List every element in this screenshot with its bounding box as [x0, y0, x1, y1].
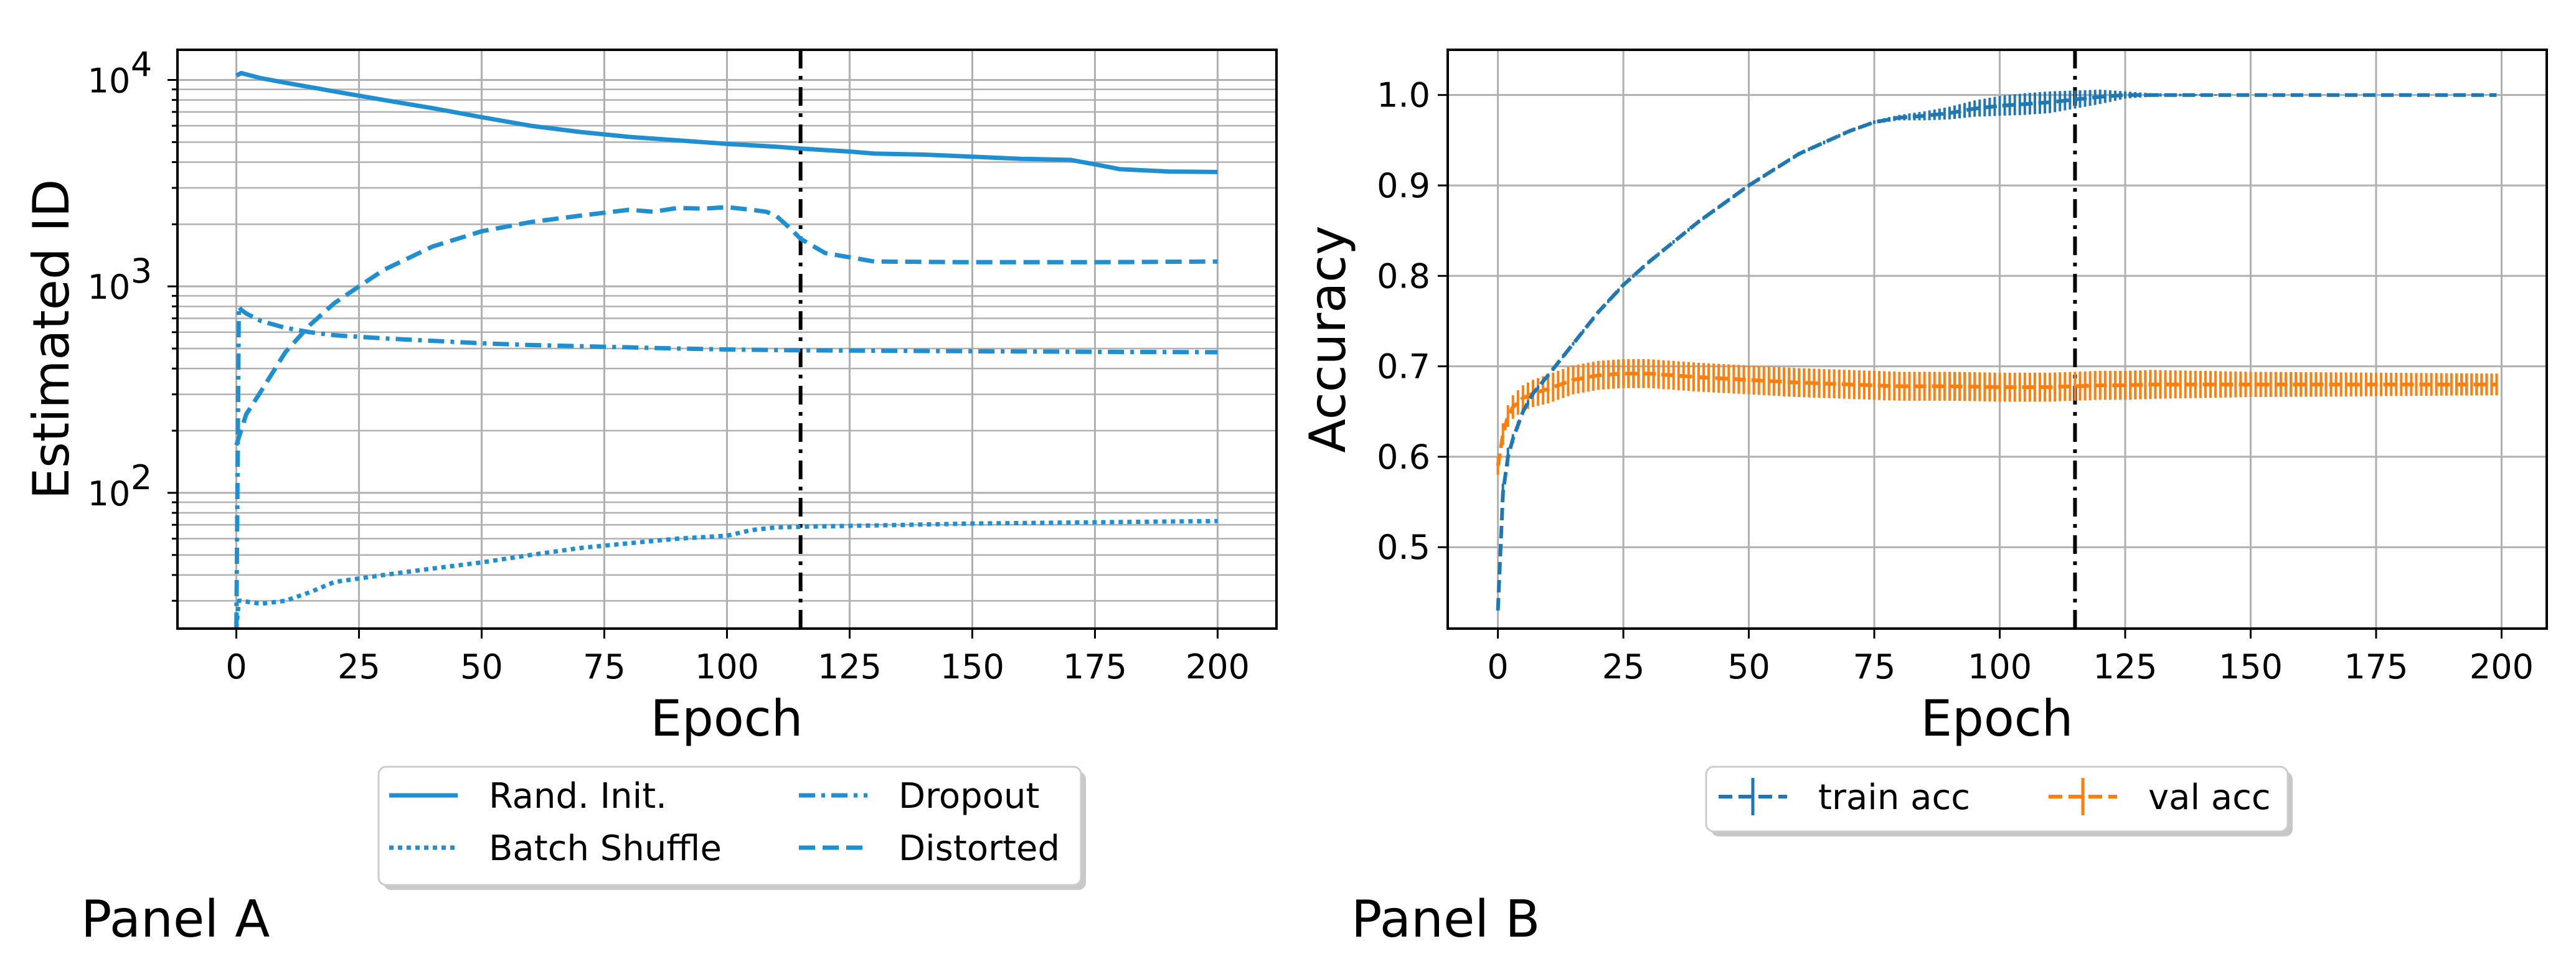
x-tick-label: 175 [1063, 647, 1127, 686]
x-tick-label: 75 [1853, 647, 1896, 686]
panel-a-x-label: Epoch [651, 690, 803, 747]
panel-a-legend: Rand. Init. Batch Shuffle Dropout Distor… [377, 766, 1086, 890]
panel-b-label: Panel B [1351, 890, 1540, 949]
legend-item-val-acc: val acc [2049, 777, 2271, 818]
x-tick-label: 150 [940, 647, 1004, 686]
y-tick-label: 0.5 [1377, 528, 1430, 567]
panel-b-legend: train acc val acc [1705, 766, 2293, 836]
x-tick-label: 200 [1186, 647, 1250, 686]
panel-a-label: Panel A [81, 890, 270, 949]
panel-b-x-label: Epoch [1921, 690, 2074, 747]
panel-b-y-label: Accuracy [1299, 225, 1357, 452]
x-tick-label: 0 [1487, 647, 1508, 686]
x-tick-label: 100 [695, 647, 759, 686]
panel-b-frame [1446, 49, 2548, 630]
legend-item-batch-shuffle: Batch Shuffle [389, 828, 722, 869]
legend-label-dropout: Dropout [899, 776, 1039, 817]
panel-a-y-label: Estimated ID [22, 179, 80, 500]
x-tick-label: 200 [2470, 647, 2534, 686]
series-line-rand-init [235, 70, 1218, 174]
y-tick-label: 0.7 [1377, 347, 1430, 386]
panel-a-legend-box [377, 766, 1082, 886]
y-tick-label: 1.0 [1377, 76, 1430, 115]
x-tick-label: 25 [1602, 647, 1645, 686]
series-line-distorted [234, 205, 1218, 446]
y-tick-label: 10 [88, 474, 131, 513]
y-tick-exponent: 4 [131, 45, 152, 84]
x-tick-label: 25 [337, 647, 380, 686]
series-line-train-acc [1496, 93, 2497, 611]
x-tick-label: 100 [1968, 647, 2032, 686]
y-tick-label: 0.8 [1377, 256, 1430, 296]
legend-label-distorted: Distorted [899, 828, 1060, 869]
legend-label-rand-init: Rand. Init. [489, 776, 667, 817]
x-tick-label: 50 [460, 647, 503, 686]
y-tick-label: 0.9 [1377, 166, 1430, 205]
panel-a-x-ticks: 0 25 50 75 100 125 150 175 200 [225, 629, 1250, 686]
legend-item-train-acc: train acc [1719, 777, 1970, 818]
legend-item-rand-init: Rand. Init. [389, 776, 667, 817]
panel-b-y-ticks: 0.5 0.6 0.7 0.8 0.9 1.0 [1377, 76, 1448, 567]
legend-item-distorted: Distorted [799, 828, 1060, 869]
x-tick-label: 150 [2219, 647, 2283, 686]
panel-b-chart: 0 25 50 75 100 125 150 175 200 0.5 0.6 0.7 0.8 0.9 1.… [1299, 49, 2548, 949]
series-line-batch-shuffle [234, 518, 1218, 629]
y-tick-label: 0.6 [1377, 438, 1430, 477]
x-tick-label: 0 [225, 647, 247, 686]
x-tick-label: 125 [2093, 647, 2157, 686]
panel-b-series [1496, 89, 2498, 611]
panel-b-legend-box [1705, 766, 2289, 833]
legend-item-dropout: Dropout [799, 776, 1039, 817]
legend-label-val-acc: val acc [2148, 777, 2271, 818]
panel-b-grid [1448, 50, 2547, 629]
legend-label-train-acc: train acc [1818, 777, 1970, 818]
y-tick-label: 10 [88, 268, 131, 307]
panel-b-x-ticks: 0 25 50 75 100 125 150 175 200 [1487, 629, 2534, 686]
y-tick-exponent: 2 [131, 458, 152, 497]
panel-a-series [234, 70, 1218, 629]
x-tick-label: 175 [2344, 647, 2408, 686]
x-tick-label: 125 [818, 647, 882, 686]
y-tick-label: 10 [88, 61, 131, 100]
series-line-dropout [234, 304, 1218, 629]
series-line-val-acc [1496, 372, 2497, 466]
x-tick-label: 50 [1727, 647, 1770, 686]
y-tick-exponent: 3 [131, 251, 152, 291]
x-tick-label: 75 [583, 647, 626, 686]
legend-label-batch-shuffle: Batch Shuffle [489, 828, 722, 869]
